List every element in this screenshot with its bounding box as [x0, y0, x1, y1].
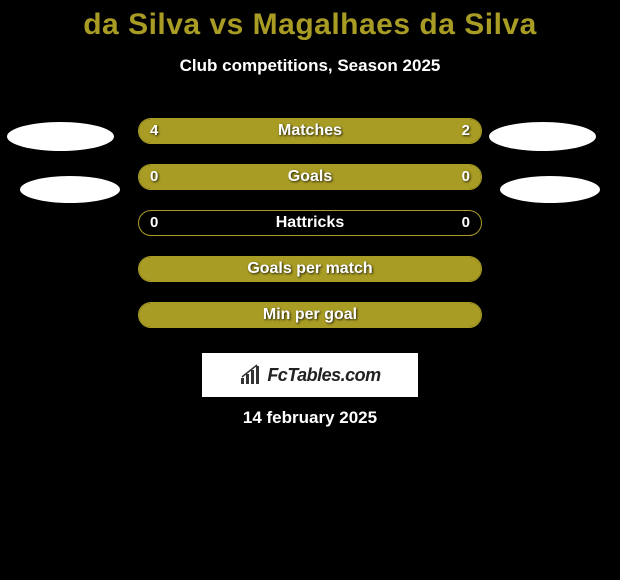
value-right: 0: [462, 164, 470, 190]
value-right: 0: [462, 210, 470, 236]
logo-text: FcTables.com: [267, 365, 380, 386]
row-hattricks: 0 Hattricks 0: [0, 210, 620, 236]
page-title: da Silva vs Magalhaes da Silva: [0, 0, 620, 42]
bar-fill-full: [139, 165, 481, 189]
value-left: 4: [150, 118, 158, 144]
bar-outline: [138, 256, 482, 282]
bar-fill-full: [139, 303, 481, 327]
value-left: 0: [150, 164, 158, 190]
chart-icon: [239, 364, 265, 386]
ellipse-decoration: [7, 122, 114, 151]
date-text: 14 february 2025: [0, 408, 620, 428]
ellipse-decoration: [500, 176, 600, 203]
logo-box: FcTables.com: [202, 353, 418, 397]
bar-outline: [138, 302, 482, 328]
bar-outline: [138, 164, 482, 190]
bar-fill-left: [139, 119, 367, 143]
bar-fill-full: [139, 257, 481, 281]
row-goals-per-match: Goals per match: [0, 256, 620, 282]
logo-inner: FcTables.com: [239, 364, 380, 386]
value-left: 0: [150, 210, 158, 236]
bar-outline: [138, 118, 482, 144]
row-min-per-goal: Min per goal: [0, 302, 620, 328]
ellipse-decoration: [20, 176, 120, 203]
bar-outline: [138, 210, 482, 236]
value-right: 2: [462, 118, 470, 144]
ellipse-decoration: [489, 122, 596, 151]
page-subtitle: Club competitions, Season 2025: [0, 56, 620, 76]
